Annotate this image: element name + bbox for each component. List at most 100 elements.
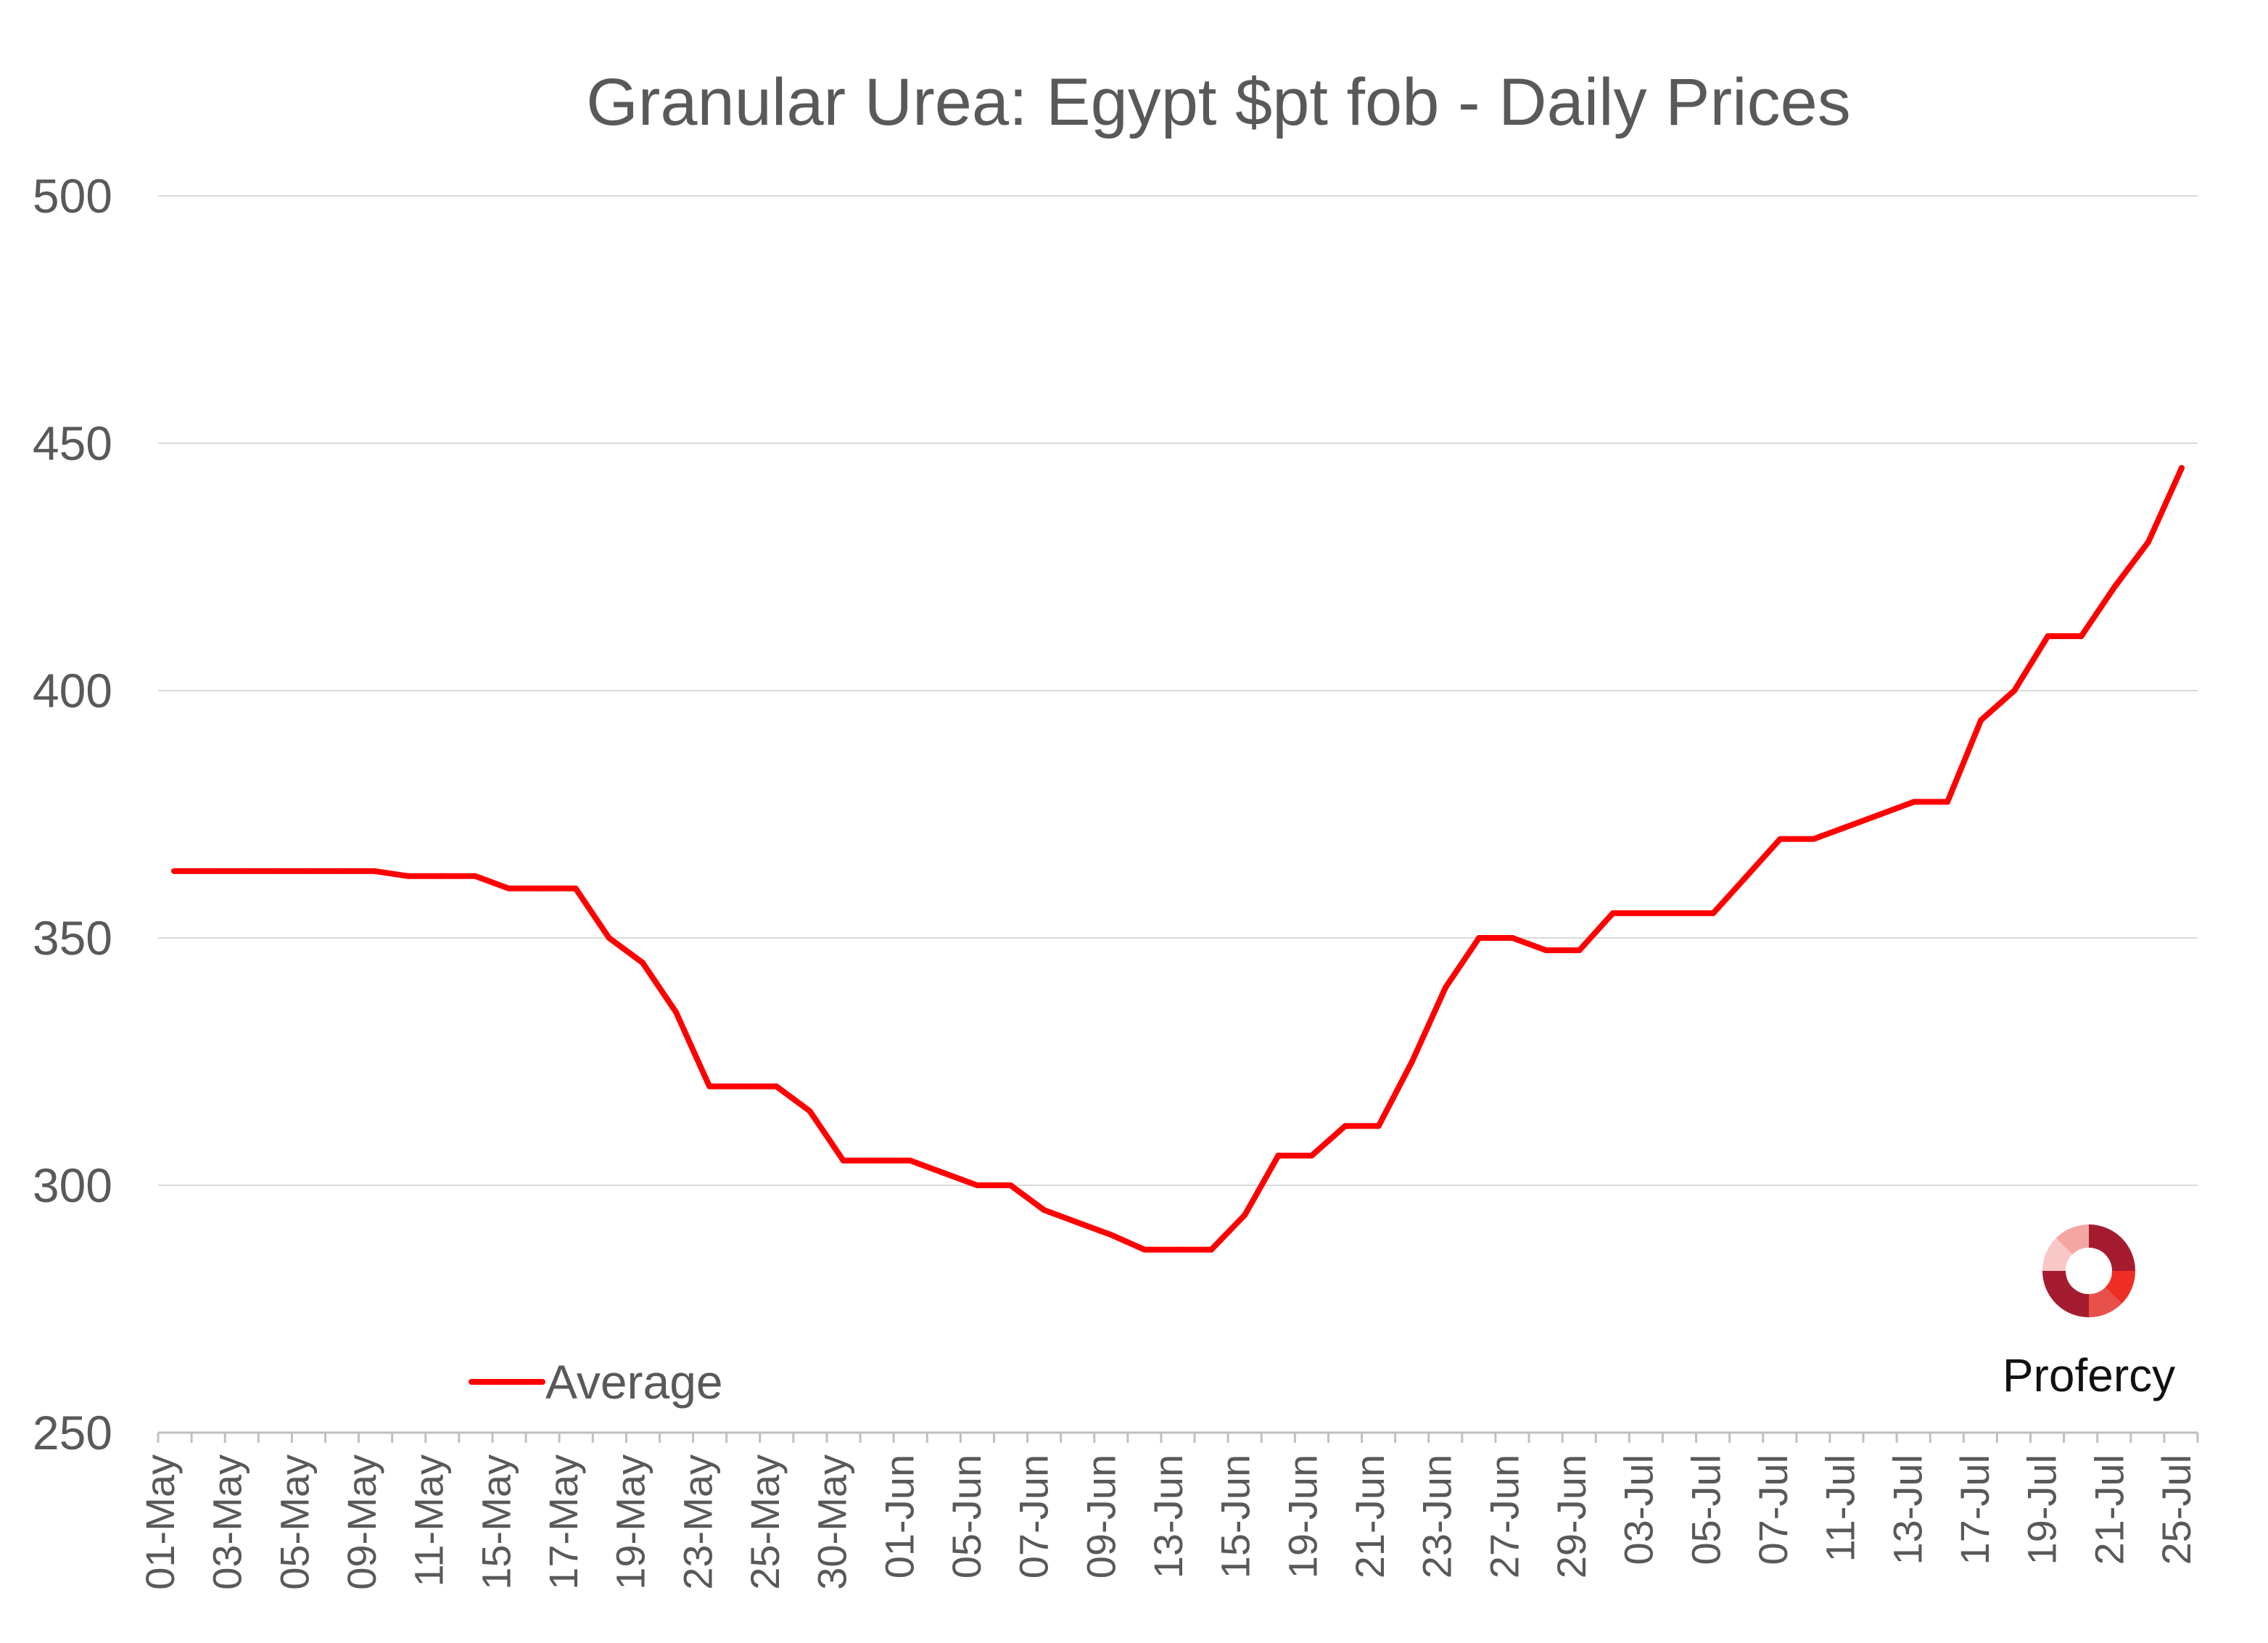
data-point (305, 868, 311, 874)
data-point (1509, 935, 1516, 941)
data-point (1275, 1153, 1282, 1159)
x-tick-label: 15-May (473, 1454, 519, 1590)
data-point (1810, 836, 1817, 842)
data-point (1308, 1153, 1315, 1159)
data-point (1141, 1246, 1147, 1253)
logo-segment (2089, 1224, 2135, 1271)
data-point (1576, 947, 1583, 953)
data-point (2145, 539, 2151, 545)
chart-title: Granular Urea: Egypt $pt fob - Daily Pri… (586, 65, 1851, 139)
x-tick-label: 01-Jun (876, 1454, 922, 1578)
data-point (706, 1083, 713, 1090)
data-point (773, 1083, 780, 1090)
data-point (740, 1083, 746, 1090)
logo-segment (2055, 1224, 2089, 1255)
data-point (807, 1108, 813, 1114)
data-point (941, 1170, 947, 1176)
data-point (1175, 1246, 1181, 1253)
x-tick-label: 30-May (809, 1454, 855, 1590)
x-tick-label: 17-Jul (1952, 1454, 1997, 1565)
data-point (1777, 836, 1784, 842)
y-tick-label: 500 (33, 169, 112, 223)
x-tick-label: 11-May (406, 1454, 452, 1587)
data-point (1710, 910, 1717, 916)
logo-segment (2089, 1287, 2122, 1317)
data-point (371, 868, 378, 874)
x-tick-label: 09-Jun (1078, 1454, 1123, 1578)
data-point (907, 1157, 913, 1164)
data-point (506, 885, 512, 891)
x-tick-label: 23-Jun (1414, 1454, 1460, 1578)
data-point (974, 1182, 981, 1188)
data-point (840, 1157, 846, 1164)
x-tick-label: 19-May (608, 1454, 653, 1590)
data-point (2179, 465, 2185, 472)
x-tick-label: 13-Jun (1145, 1454, 1191, 1578)
x-tick-label: 19-Jun (1279, 1454, 1325, 1578)
data-point (1342, 1123, 1348, 1129)
x-tick-label: 25-Jul (2153, 1454, 2199, 1565)
x-tick-label: 05-May (271, 1454, 317, 1590)
data-point (238, 868, 244, 874)
x-tick-label: 15-Jun (1213, 1454, 1258, 1578)
data-point (539, 885, 545, 891)
data-point (2011, 688, 2018, 693)
logo-segment (2105, 1271, 2135, 1304)
x-tick-label: 21-Jul (2086, 1454, 2132, 1565)
profercy-logo-text: Profercy (2003, 1349, 2175, 1401)
data-point (1844, 823, 1850, 830)
y-tick-label: 400 (33, 664, 112, 717)
data-point (1543, 947, 1549, 953)
x-tick-label: 05-Jun (944, 1454, 989, 1578)
x-axis-tick-marks (157, 1433, 2199, 1443)
data-point (1643, 910, 1649, 916)
x-tick-label: 27-Jun (1481, 1454, 1527, 1578)
data-point (1609, 910, 1616, 916)
data-point (1978, 717, 1984, 723)
data-point (472, 873, 479, 879)
profercy-logo-icon (2042, 1224, 2135, 1317)
data-point (572, 885, 579, 891)
x-axis-tick-labels: 01-May 03-May 05-May 09-May 11-May 15-May 17-M… (137, 1454, 2199, 1590)
x-tick-label: 23-May (675, 1454, 720, 1590)
data-point (271, 868, 278, 874)
x-tick-label: 19-Jul (2019, 1454, 2065, 1565)
data-point (1007, 1182, 1014, 1188)
y-axis-tick-labels: 250 300 350 400 450 500 (33, 169, 112, 1459)
x-tick-label: 25-May (742, 1454, 788, 1590)
data-point (1409, 1058, 1415, 1065)
x-tick-label: 13-Jul (1884, 1454, 1930, 1565)
data-point (673, 1009, 679, 1016)
data-point (405, 873, 411, 879)
data-point (1476, 935, 1483, 941)
series-line-average (171, 465, 2185, 1253)
x-tick-label: 07-Jul (1750, 1454, 1796, 1565)
data-point (1443, 984, 1449, 991)
data-point (1677, 910, 1683, 916)
data-point (1208, 1246, 1215, 1253)
x-tick-label: 21-Jun (1347, 1454, 1393, 1578)
data-point (2078, 633, 2085, 639)
logo-segment (2042, 1238, 2073, 1271)
logo-segment (2042, 1271, 2089, 1317)
profercy-logo: Profercy (2003, 1224, 2175, 1401)
data-point (2045, 633, 2051, 639)
data-point (1375, 1123, 1382, 1129)
data-point (1877, 811, 1884, 818)
data-point (1910, 799, 1917, 805)
x-tick-label: 03-Jul (1616, 1454, 1662, 1565)
y-tick-label: 450 (33, 416, 112, 470)
data-point (1945, 799, 1951, 805)
x-tick-label: 09-May (339, 1454, 384, 1590)
x-tick-label: 11-Jul (1818, 1454, 1863, 1562)
data-point (1744, 873, 1750, 879)
data-point (1108, 1232, 1114, 1238)
data-point (205, 868, 211, 874)
data-point (873, 1157, 880, 1164)
data-point (606, 935, 612, 941)
y-tick-label: 350 (33, 911, 112, 965)
data-point (1074, 1219, 1081, 1226)
data-point (2111, 583, 2118, 590)
x-tick-label: 03-May (205, 1454, 250, 1590)
